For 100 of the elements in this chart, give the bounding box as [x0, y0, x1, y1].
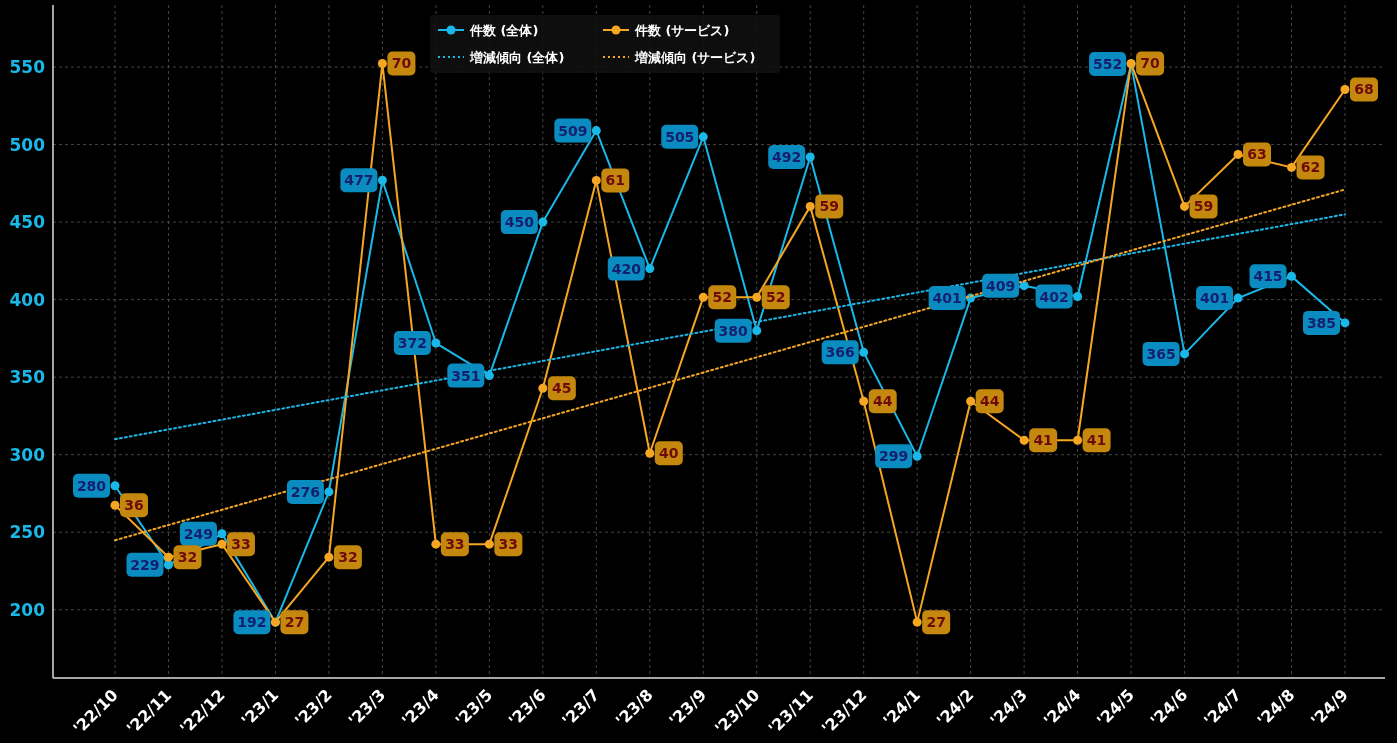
- point: [805, 201, 815, 211]
- data-label: 36: [124, 497, 144, 514]
- data-label: 33: [231, 536, 251, 553]
- point: [1287, 162, 1297, 172]
- y-tick-label: 450: [9, 212, 46, 233]
- data-label: 52: [712, 289, 732, 306]
- point: [912, 451, 922, 461]
- data-label: 351: [451, 367, 481, 384]
- y-tick-label: 350: [9, 367, 46, 388]
- data-label: 492: [772, 148, 802, 165]
- data-label: 44: [872, 393, 893, 410]
- point: [324, 552, 334, 562]
- point: [1073, 435, 1083, 445]
- y-tick-label: 200: [9, 599, 46, 620]
- point: [698, 132, 708, 142]
- data-label: 229: [130, 556, 160, 573]
- data-label: 299: [879, 448, 909, 465]
- data-label: 40: [659, 445, 679, 462]
- point: [645, 448, 655, 458]
- data-label: 401: [932, 290, 962, 307]
- point: [110, 500, 120, 510]
- data-label: 62: [1300, 159, 1321, 176]
- data-label: 409: [986, 277, 1016, 294]
- y-tick-label: 400: [9, 289, 46, 310]
- point: [859, 396, 869, 406]
- point: [805, 152, 815, 162]
- data-label: 63: [1247, 146, 1267, 163]
- point: [431, 539, 441, 549]
- point: [538, 383, 548, 393]
- point: [1180, 349, 1190, 359]
- data-label: 59: [819, 198, 839, 215]
- data-label: 380: [718, 322, 749, 339]
- point: [217, 529, 227, 539]
- data-label: 41: [1086, 432, 1107, 449]
- data-label: 509: [558, 122, 588, 139]
- data-label: 415: [1253, 268, 1283, 285]
- data-label: 505: [665, 128, 695, 145]
- legend-label: 増減傾向 (サービス): [634, 50, 756, 65]
- y-tick-label: 300: [9, 444, 46, 465]
- point: [1340, 84, 1350, 94]
- point: [698, 292, 708, 302]
- data-label: 70: [391, 55, 412, 72]
- data-label: 41: [1033, 432, 1053, 449]
- point: [110, 481, 120, 491]
- point: [1019, 281, 1029, 291]
- data-label: 52: [766, 289, 786, 306]
- point: [1340, 318, 1350, 328]
- data-label: 45: [552, 380, 572, 397]
- legend-label: 件数 (全体): [469, 23, 539, 38]
- data-label: 420: [611, 260, 642, 277]
- data-label: 385: [1306, 314, 1337, 331]
- point: [591, 175, 601, 185]
- point: [1073, 292, 1083, 302]
- data-label: 32: [177, 549, 198, 566]
- point: [163, 560, 173, 570]
- data-label: 27: [926, 614, 946, 631]
- data-label: 249: [183, 525, 214, 542]
- y-tick-label: 250: [9, 522, 46, 543]
- data-label: 366: [825, 344, 855, 361]
- point: [591, 126, 601, 136]
- data-label: 552: [1092, 55, 1123, 72]
- point: [859, 347, 869, 357]
- point: [484, 371, 494, 381]
- legend-label: 件数 (サービス): [634, 23, 730, 38]
- data-label: 59: [1193, 198, 1214, 215]
- point: [163, 552, 173, 562]
- data-label: 32: [338, 549, 358, 566]
- point: [1287, 271, 1297, 281]
- data-label: 44: [979, 393, 1000, 410]
- point: [966, 396, 976, 406]
- data-label: 61: [605, 172, 626, 189]
- data-label: 372: [397, 335, 427, 352]
- data-label: 401: [1199, 290, 1230, 307]
- data-label: 33: [445, 536, 465, 553]
- point: [752, 326, 762, 336]
- data-label: 70: [1140, 55, 1161, 72]
- data-label: 450: [504, 214, 535, 231]
- point: [377, 58, 387, 68]
- point: [912, 617, 922, 627]
- legend-label: 増減傾向 (全体): [469, 50, 565, 65]
- data-label: 280: [76, 477, 107, 494]
- point: [217, 539, 227, 549]
- point: [1233, 293, 1243, 303]
- data-label: 68: [1354, 81, 1374, 98]
- data-label: 276: [290, 483, 321, 500]
- data-label: 27: [284, 614, 305, 631]
- point: [324, 487, 334, 497]
- point: [431, 338, 441, 348]
- data-label: 477: [344, 172, 374, 189]
- data-label: 192: [237, 614, 267, 631]
- y-tick-label: 550: [9, 57, 46, 78]
- point: [538, 217, 548, 227]
- data-label: 365: [1146, 345, 1176, 362]
- data-label: 402: [1039, 288, 1069, 305]
- data-label: 33: [498, 536, 519, 553]
- point: [1019, 435, 1029, 445]
- point: [377, 175, 387, 185]
- point: [1180, 201, 1190, 211]
- point: [484, 539, 494, 549]
- y-tick-label: 500: [9, 134, 46, 155]
